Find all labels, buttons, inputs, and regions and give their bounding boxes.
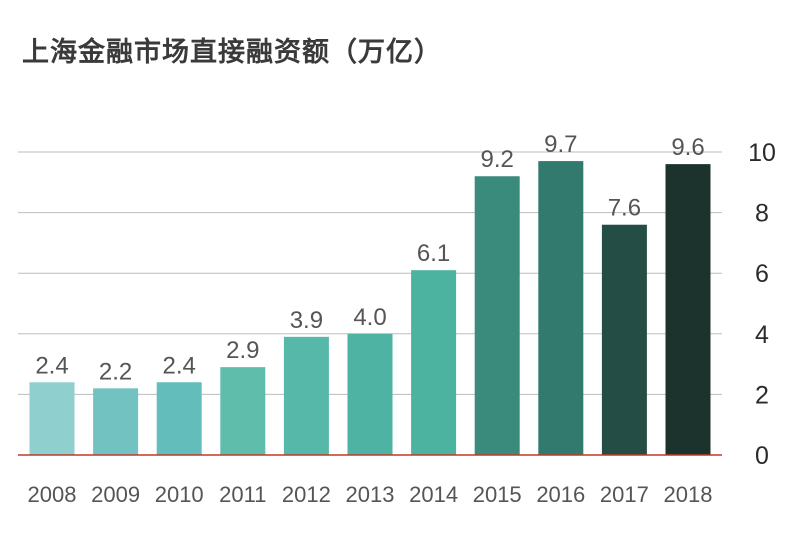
y-axis-ticks: 0 2 4 6 8 10 bbox=[748, 139, 776, 470]
bars bbox=[29, 161, 711, 456]
x-axis-labels: 2008 2009 2010 2011 2012 2013 2014 2015 2016 2017… bbox=[28, 482, 713, 507]
bar bbox=[156, 382, 202, 455]
data-label: 6.1 bbox=[417, 240, 450, 267]
data-label: 4.0 bbox=[353, 304, 386, 331]
bar bbox=[347, 333, 393, 455]
bar bbox=[411, 270, 457, 455]
x-tick-label: 2018 bbox=[664, 482, 713, 507]
data-label: 2.4 bbox=[163, 352, 196, 379]
y-tick-label: 4 bbox=[755, 321, 769, 349]
y-tick-label: 2 bbox=[755, 381, 769, 409]
data-label: 2.4 bbox=[35, 352, 68, 379]
data-label: 9.2 bbox=[481, 146, 514, 173]
data-label: 9.7 bbox=[544, 131, 577, 158]
value-labels: 2.4 2.2 2.4 2.9 3.9 4.0 6.1 9.2 9.7 7.6 9.6 bbox=[35, 131, 704, 385]
y-tick-label: 0 bbox=[755, 442, 769, 470]
data-label: 7.6 bbox=[608, 195, 641, 222]
chart-title: 上海金融市场直接融资额（万亿） bbox=[22, 37, 442, 68]
x-tick-label: 2015 bbox=[473, 482, 522, 507]
y-tick-label: 10 bbox=[748, 139, 776, 167]
y-tick-label: 6 bbox=[755, 260, 769, 288]
bar bbox=[283, 336, 329, 455]
x-tick-label: 2017 bbox=[600, 482, 649, 507]
x-tick-label: 2016 bbox=[536, 482, 585, 507]
data-label: 2.2 bbox=[99, 358, 132, 385]
x-tick-label: 2011 bbox=[219, 482, 266, 507]
data-label: 2.9 bbox=[226, 337, 259, 364]
bar bbox=[29, 382, 75, 455]
x-tick-label: 2009 bbox=[91, 482, 140, 507]
bar bbox=[538, 161, 584, 455]
x-tick-label: 2014 bbox=[409, 482, 458, 507]
bar bbox=[220, 367, 266, 455]
x-tick-label: 2010 bbox=[155, 482, 204, 507]
y-tick-label: 8 bbox=[755, 200, 769, 228]
x-tick-label: 2012 bbox=[282, 482, 331, 507]
bar bbox=[474, 176, 520, 456]
x-tick-label: 2013 bbox=[346, 482, 395, 507]
bar bbox=[93, 388, 139, 455]
data-label: 3.9 bbox=[290, 307, 323, 334]
data-label: 9.6 bbox=[671, 134, 704, 161]
bar bbox=[601, 224, 647, 455]
x-tick-label: 2008 bbox=[28, 482, 77, 507]
bar bbox=[665, 164, 711, 455]
